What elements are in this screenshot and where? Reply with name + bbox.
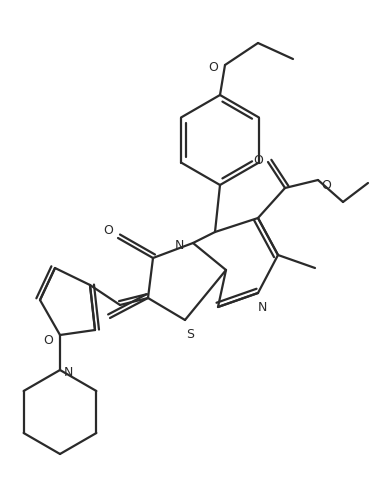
Text: N: N (257, 300, 267, 313)
Text: O: O (208, 60, 218, 73)
Text: S: S (186, 328, 194, 341)
Text: O: O (43, 333, 53, 347)
Text: N: N (64, 366, 74, 379)
Text: N: N (174, 239, 184, 251)
Text: O: O (253, 154, 263, 167)
Text: O: O (103, 224, 113, 237)
Text: O: O (321, 178, 331, 191)
